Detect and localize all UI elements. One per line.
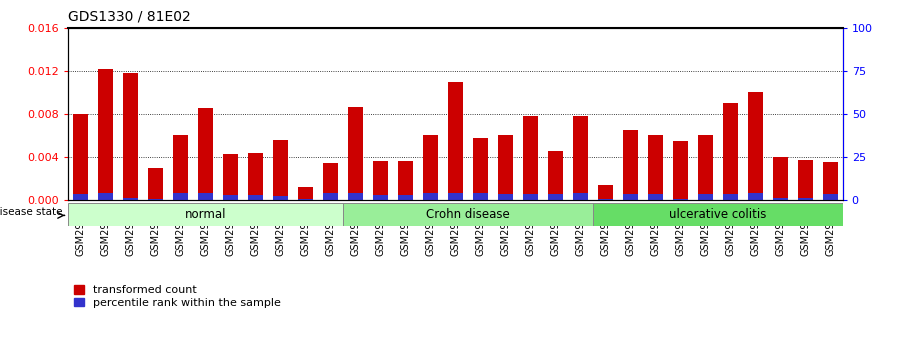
Bar bbox=[798, 160, 813, 200]
Bar bbox=[199, 193, 213, 200]
Bar bbox=[73, 114, 88, 200]
Bar bbox=[798, 198, 813, 200]
Text: ulcerative colitis: ulcerative colitis bbox=[669, 208, 766, 221]
Bar bbox=[673, 141, 688, 200]
Text: disease state: disease state bbox=[0, 207, 63, 217]
Bar bbox=[123, 198, 138, 200]
Bar bbox=[448, 81, 463, 200]
Bar bbox=[448, 193, 463, 200]
Bar bbox=[173, 136, 189, 200]
Bar bbox=[423, 136, 438, 200]
Bar bbox=[298, 199, 313, 200]
Bar bbox=[598, 185, 613, 200]
Text: GDS1330 / 81E02: GDS1330 / 81E02 bbox=[68, 10, 191, 24]
Bar bbox=[498, 194, 513, 200]
Bar bbox=[398, 161, 413, 200]
Bar bbox=[323, 193, 338, 200]
Bar bbox=[398, 195, 413, 200]
Bar bbox=[98, 193, 113, 200]
Bar bbox=[248, 152, 263, 200]
Bar bbox=[648, 136, 663, 200]
Bar bbox=[173, 193, 189, 200]
Bar bbox=[473, 193, 488, 200]
Bar bbox=[823, 162, 838, 200]
Bar bbox=[698, 194, 712, 200]
Bar bbox=[298, 187, 313, 200]
Bar bbox=[148, 168, 163, 200]
Bar bbox=[573, 116, 588, 200]
Bar bbox=[273, 196, 288, 200]
Bar bbox=[223, 154, 238, 200]
Bar bbox=[148, 199, 163, 200]
Bar bbox=[473, 138, 488, 200]
Bar bbox=[722, 194, 738, 200]
Bar bbox=[623, 194, 638, 200]
Bar bbox=[73, 194, 88, 200]
Text: Crohn disease: Crohn disease bbox=[426, 208, 510, 221]
Bar bbox=[323, 164, 338, 200]
Bar bbox=[523, 194, 537, 200]
Bar bbox=[722, 103, 738, 200]
Text: normal: normal bbox=[185, 208, 227, 221]
Bar bbox=[593, 203, 843, 226]
Bar bbox=[343, 203, 593, 226]
Bar bbox=[598, 199, 613, 200]
Bar bbox=[273, 140, 288, 200]
Bar bbox=[773, 198, 788, 200]
Bar bbox=[698, 136, 712, 200]
Bar bbox=[68, 203, 343, 226]
Bar bbox=[823, 194, 838, 200]
Bar bbox=[498, 136, 513, 200]
Bar bbox=[748, 92, 763, 200]
Bar bbox=[548, 194, 563, 200]
Bar bbox=[374, 195, 388, 200]
Bar bbox=[523, 116, 537, 200]
Bar bbox=[123, 73, 138, 200]
Legend: transformed count, percentile rank within the sample: transformed count, percentile rank withi… bbox=[74, 285, 281, 308]
Bar bbox=[648, 194, 663, 200]
Bar bbox=[348, 107, 363, 200]
Bar bbox=[374, 161, 388, 200]
Bar bbox=[773, 157, 788, 200]
Bar bbox=[748, 193, 763, 200]
Bar bbox=[223, 195, 238, 200]
Bar bbox=[199, 108, 213, 200]
Bar bbox=[673, 199, 688, 200]
Bar bbox=[348, 193, 363, 200]
Bar bbox=[98, 69, 113, 200]
Bar bbox=[623, 130, 638, 200]
Bar bbox=[573, 193, 588, 200]
Bar bbox=[248, 195, 263, 200]
Bar bbox=[423, 193, 438, 200]
Bar bbox=[548, 150, 563, 200]
